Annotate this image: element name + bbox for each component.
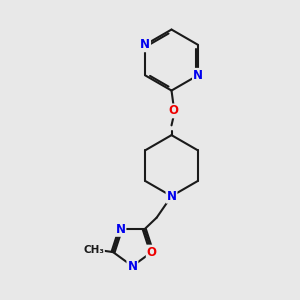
Text: O: O (147, 246, 157, 259)
Text: N: N (116, 223, 125, 236)
Text: O: O (169, 104, 178, 117)
Text: N: N (140, 38, 150, 51)
Text: N: N (128, 260, 137, 273)
Text: CH₃: CH₃ (83, 245, 104, 255)
Text: N: N (193, 69, 203, 82)
Text: N: N (167, 190, 176, 202)
